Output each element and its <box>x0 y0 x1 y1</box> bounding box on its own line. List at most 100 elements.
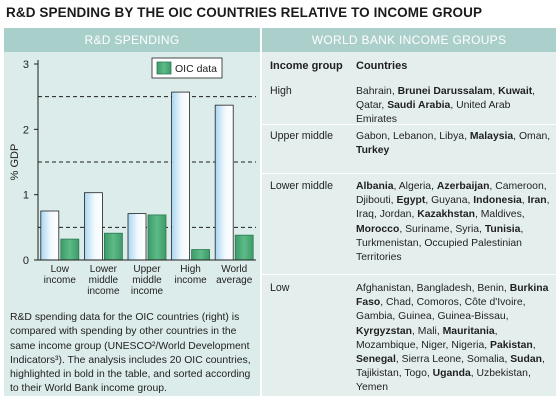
country: Gambia <box>356 311 393 323</box>
row-divider <box>262 274 556 275</box>
oic-country: Albania <box>356 181 394 192</box>
row-divider <box>262 173 556 174</box>
oic-country: Sudan <box>510 354 543 366</box>
oic-country: Saudi Arabia <box>387 100 451 112</box>
y-tick-label-2: 2 <box>23 124 29 136</box>
reference-bar-2 <box>127 213 147 261</box>
income-group-column-header: Income group <box>270 60 343 72</box>
country: Mali <box>417 325 437 337</box>
country: Bahrain <box>356 86 392 97</box>
country: Gabon <box>356 131 388 142</box>
country: United Arab Emirates <box>356 100 511 126</box>
oic-country: Tunisia <box>484 223 521 235</box>
legend-swatch-oic <box>156 61 172 75</box>
oic-country: Mauritania <box>442 325 495 337</box>
oic-country: Turkey <box>356 145 390 157</box>
country: Guyana <box>431 195 468 207</box>
chart-axes <box>34 60 256 261</box>
oic-country: Azerbaijan <box>436 181 490 192</box>
oic-country: Indonesia <box>473 195 522 207</box>
country: Iraq <box>356 209 374 221</box>
oic-country: Burkina Faso <box>356 283 549 309</box>
reference-bar-4 <box>214 104 234 261</box>
country: Mozambique <box>356 339 416 351</box>
category-label-2: Upper middle income <box>131 264 164 297</box>
chart-bars <box>40 91 254 261</box>
oic-bar-1 <box>104 232 123 261</box>
oic-bar-0 <box>60 238 80 261</box>
country: Guinea <box>398 311 432 323</box>
y-tick-label-3: 3 <box>23 59 29 71</box>
country: Lebanon <box>392 131 434 142</box>
reference-bar-3 <box>171 91 191 261</box>
country-list: Albania, Algeria, Azerbaijan, Cameroon, … <box>356 181 550 264</box>
oic-bar-2 <box>147 214 167 261</box>
country: Afghanistan <box>356 283 411 294</box>
country: Sierra Leone <box>401 354 462 366</box>
oic-country: Iran <box>527 195 547 207</box>
chart-reference-lines <box>38 96 256 228</box>
rd-spending-bar-chart: 0 1 2 3 % GDP Low income Lower middle income Upper… <box>9 57 256 297</box>
income-groups-panel: WORLD BANK INCOME GROUPS Income group Co… <box>262 28 556 396</box>
country: Nigeria <box>451 339 485 351</box>
country: Djibouti <box>356 195 391 207</box>
oic-country: Morocco <box>356 223 400 235</box>
country: Tajikistan <box>356 368 399 380</box>
country: Côte d'Ivoire <box>464 297 523 309</box>
income-group-label: High <box>270 85 292 97</box>
category-label-1: Lower middle income <box>87 264 120 297</box>
category-label-3: High income <box>174 264 207 286</box>
country: Suriname <box>405 223 450 235</box>
country: Maldives <box>480 209 522 221</box>
country: Guinea-Bissau <box>437 311 506 323</box>
reference-bar-0 <box>40 210 60 261</box>
oic-bar-3 <box>191 249 211 261</box>
category-label-4: World average <box>216 264 253 286</box>
y-axis-label: % GDP <box>9 144 21 181</box>
country: Syria <box>455 223 480 235</box>
reference-bar-1 <box>84 192 103 261</box>
oic-country: Kyrgyzstan <box>356 325 413 337</box>
country: Jordan <box>379 209 412 221</box>
oic-bar-4 <box>234 234 254 261</box>
country: Libya <box>439 131 465 142</box>
chart-legend: OIC data <box>151 57 223 79</box>
rd-spending-header: R&D SPENDING <box>4 28 260 52</box>
country: Togo <box>404 368 427 380</box>
country: Somalia <box>466 354 505 366</box>
country: Uzbekistan <box>476 368 528 380</box>
oic-country: Brunei Darussalam <box>397 86 493 97</box>
oic-country: Kazakhstan <box>417 209 475 221</box>
country: Occupied Palestinian Territories <box>356 237 522 264</box>
figure-title: R&D SPENDING BY THE OIC COUNTRIES RELATI… <box>6 5 483 20</box>
country: Cameroon <box>495 181 544 192</box>
country: Algeria <box>398 181 432 192</box>
country: Qatar <box>356 100 382 112</box>
country: Yemen <box>356 382 388 394</box>
country: Comoros <box>416 297 459 309</box>
country: Chad <box>386 297 411 309</box>
income-group-label: Upper middle <box>270 130 334 142</box>
caption-text: R&D spending data for the OIC countries … <box>10 312 251 395</box>
country: Oman <box>518 131 548 142</box>
countries-column-header: Countries <box>356 60 408 72</box>
country-list: Bahrain, Brunei Darussalam, Kuwait, Qata… <box>356 86 536 126</box>
y-tick-label-1: 1 <box>23 190 29 202</box>
chart-labels: 0 1 2 3 % GDP Low income Lower middle income Upper… <box>9 59 253 297</box>
country-list: Gabon, Lebanon, Libya, Malaysia, Oman, T… <box>356 131 551 157</box>
country-list: Afghanistan, Bangladesh, Benin, Burkina … <box>356 283 549 394</box>
chart-caption: R&D spending data for the OIC countries … <box>10 311 260 397</box>
legend-label-oic: OIC data <box>175 63 217 75</box>
category-label-0: Low income <box>44 264 77 286</box>
income-group-label: Low <box>270 282 290 294</box>
oic-country: Egypt <box>396 195 426 207</box>
income-group-label: Lower middle <box>270 180 334 192</box>
oic-country: Senegal <box>356 354 396 366</box>
oic-country: Malaysia <box>469 131 514 142</box>
income-groups-header: WORLD BANK INCOME GROUPS <box>262 28 556 52</box>
rd-spending-panel: R&D SPENDING 0 1 2 3 % GDP Low income Lower midd… <box>4 28 260 396</box>
country: Benin <box>477 283 504 294</box>
country: Bangladesh <box>416 283 472 294</box>
y-tick-label-0: 0 <box>23 255 29 267</box>
oic-country: Uganda <box>432 368 471 380</box>
